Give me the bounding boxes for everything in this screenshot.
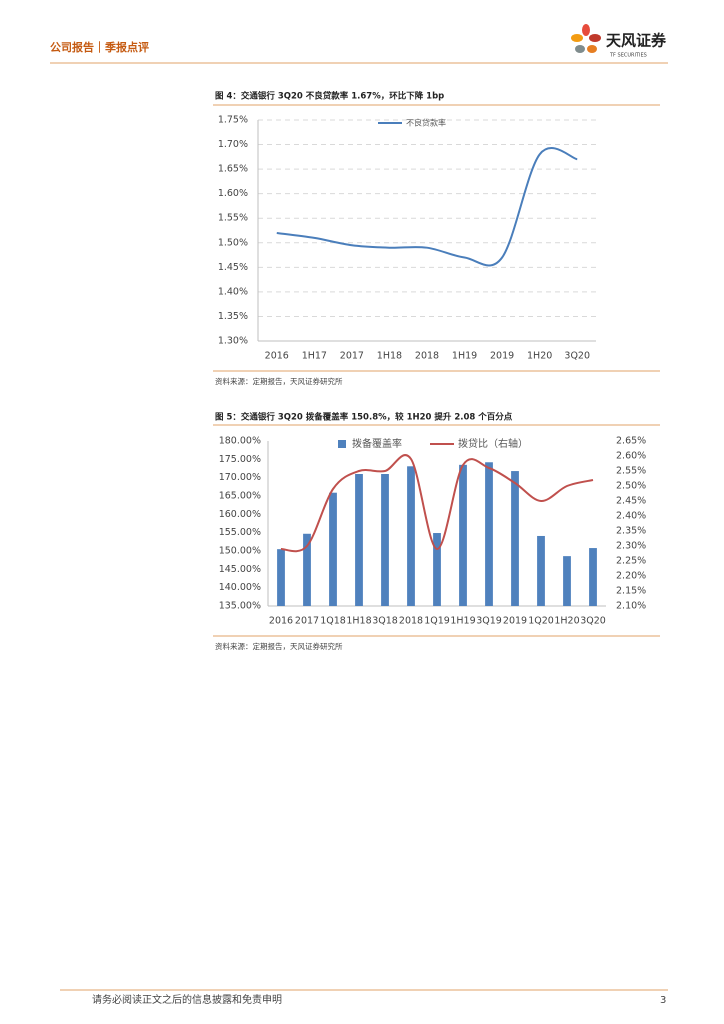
figure-title: 图 5：交通银行 3Q20 拨备覆盖率 150.8%，较 1H20 提升 2.0… <box>215 412 513 423</box>
bar <box>303 533 311 606</box>
y-tick-label: 1.40% <box>218 286 248 297</box>
y-tick-label: 1.45% <box>218 262 248 273</box>
y-tick-label: 2.65% <box>616 436 646 447</box>
y-tick-label: 2.20% <box>616 571 646 582</box>
figure-source: 资料来源：定期报告，天风证券研究所 <box>215 376 343 386</box>
footer-disclaimer: 请务必阅读正文之后的信息披露和免责申明 <box>92 993 282 1006</box>
logo-mark <box>571 24 601 53</box>
x-tick-label: 2016 <box>269 616 293 627</box>
x-tick-label: 3Q18 <box>372 616 398 627</box>
y-tick-label: 165.00% <box>219 491 261 502</box>
logo-subtext: TF SECURITIES <box>609 53 647 59</box>
bar <box>589 548 597 606</box>
y-tick-label: 1.65% <box>218 164 248 175</box>
x-tick-label: 2017 <box>295 616 319 627</box>
x-tick-label: 3Q20 <box>580 616 606 627</box>
bar <box>407 466 415 606</box>
logo-text: 天风证券 <box>606 32 667 50</box>
x-tick-label: 2017 <box>340 351 364 362</box>
x-tick-label: 2018 <box>415 351 439 362</box>
y-tick-label: 135.00% <box>219 601 261 612</box>
bar <box>381 474 389 606</box>
bar <box>433 533 441 606</box>
y-tick-label: 2.45% <box>616 496 646 507</box>
bar <box>459 464 467 606</box>
y-tick-label: 2.60% <box>616 451 646 462</box>
bar <box>563 556 571 606</box>
y-tick-label: 1.30% <box>218 336 248 347</box>
y-tick-label: 2.55% <box>616 466 646 477</box>
y-tick-label: 140.00% <box>219 582 261 593</box>
figure-source: 资料来源：定期报告，天风证券研究所 <box>215 641 343 651</box>
y-tick-label: 1.50% <box>218 237 248 248</box>
x-tick-label: 2019 <box>490 351 514 362</box>
y-tick-label: 1.75% <box>218 115 248 126</box>
x-tick-label: 2019 <box>503 616 527 627</box>
x-tick-label: 1Q20 <box>528 616 554 627</box>
y-tick-label: 175.00% <box>219 454 261 465</box>
legend-label: 拨备覆盖率 <box>352 437 402 450</box>
y-tick-label: 1.35% <box>218 311 248 322</box>
bar <box>277 549 285 606</box>
y-tick-label: 1.60% <box>218 188 248 199</box>
x-tick-label: 1H19 <box>450 616 475 627</box>
x-tick-label: 3Q19 <box>476 616 502 627</box>
y-tick-label: 2.35% <box>616 526 646 537</box>
figure-title: 图 4：交通银行 3Q20 不良贷款率 1.67%，环比下降 1bp <box>215 91 444 102</box>
x-tick-label: 1H20 <box>527 351 552 362</box>
x-tick-label: 1H19 <box>452 351 477 362</box>
legend-label: 不良贷款率 <box>406 118 446 128</box>
y-tick-label: 2.25% <box>616 556 646 567</box>
bar <box>485 462 493 606</box>
y-tick-label: 2.30% <box>616 541 646 552</box>
y-tick-label: 1.70% <box>218 139 248 150</box>
y-tick-label: 150.00% <box>219 546 261 557</box>
y-tick-label: 180.00% <box>219 436 261 447</box>
bar <box>355 474 363 606</box>
y-tick-label: 160.00% <box>219 509 261 520</box>
x-tick-label: 1H17 <box>302 351 327 362</box>
y-tick-label: 145.00% <box>219 564 261 575</box>
line <box>276 147 578 267</box>
bar <box>537 535 545 606</box>
y-tick-label: 2.40% <box>616 511 646 522</box>
x-tick-label: 2018 <box>399 616 423 627</box>
bar <box>329 492 337 606</box>
y-tick-label: 170.00% <box>219 472 261 483</box>
y-tick-label: 2.10% <box>616 601 646 612</box>
x-tick-label: 3Q20 <box>564 351 590 362</box>
y-tick-label: 2.15% <box>616 586 646 597</box>
y-tick-label: 1.55% <box>218 213 248 224</box>
x-tick-label: 1Q19 <box>424 616 450 627</box>
x-tick-label: 1Q18 <box>320 616 346 627</box>
legend-label: 拨贷比（右轴） <box>458 437 528 450</box>
x-tick-label: 1H18 <box>346 616 371 627</box>
y-tick-label: 2.50% <box>616 481 646 492</box>
header-left: 公司报告｜季报点评 <box>50 40 149 54</box>
x-tick-label: 1H20 <box>554 616 579 627</box>
x-tick-label: 2016 <box>265 351 289 362</box>
page-number: 3 <box>660 995 666 1006</box>
line <box>280 454 594 553</box>
y-tick-label: 155.00% <box>219 527 261 538</box>
legend-swatch <box>338 440 346 448</box>
bar <box>511 471 519 606</box>
x-tick-label: 1H18 <box>377 351 402 362</box>
